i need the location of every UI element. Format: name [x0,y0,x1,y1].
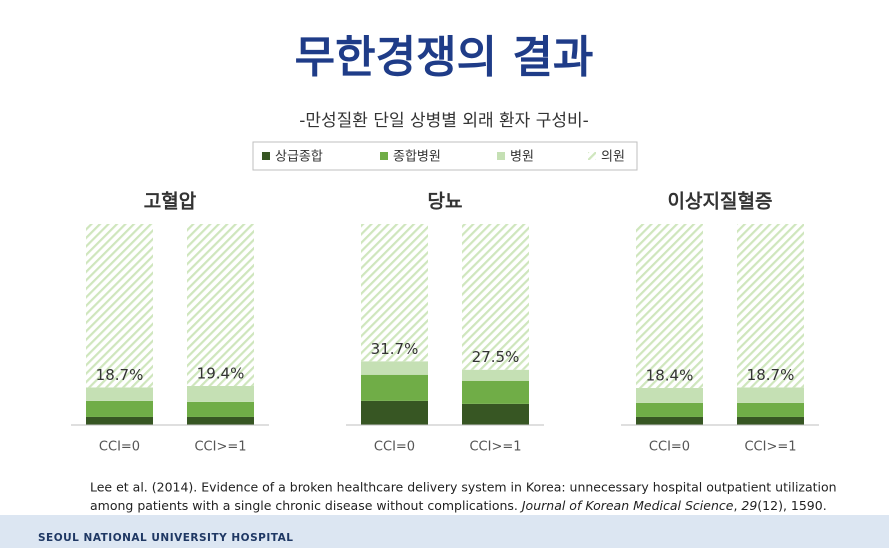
data-label: 19.4% [197,365,245,383]
bar-segment [636,224,703,389]
x-tick-label: CCI=0 [374,440,415,455]
citation-part: 29 [741,498,757,513]
bar-segment [187,416,254,425]
data-label: 31.7% [371,340,419,358]
citation-part: (12), 1590. [757,498,826,513]
bar-segment [737,224,804,388]
legend-label: 의원 [601,150,625,165]
slide-title: 무한경쟁의 결과 [295,32,594,83]
bar-segment [361,400,428,425]
chart-title: 당뇨 [428,191,463,213]
data-label: 18.4% [646,367,694,385]
footer-band [0,515,889,548]
citation-part: , [733,498,741,513]
legend-swatch [497,152,505,160]
bar-segment [737,416,804,425]
x-tick-label: CCI>=1 [194,440,246,455]
data-label: 18.7% [747,366,795,384]
subtitle: -만성질환 단일 상병별 외래 환자 구성비- [299,111,589,131]
bar-segment [86,387,153,401]
chart-title: 이상지질혈증 [668,190,773,213]
citation-part: among patients with a single chronic dis… [90,498,522,513]
legend-swatch [380,152,388,160]
bar-segment [187,386,254,402]
bar-segment [737,402,804,417]
legend-box [252,141,638,171]
bar-segment [187,224,254,387]
bar-segment [86,416,153,425]
bar-segment [636,388,703,403]
footer-text: SEOUL NATIONAL UNIVERSITY HOSPITAL [38,532,293,544]
bar-segment [636,402,703,417]
legend-label: 병원 [510,150,534,165]
chart-title: 고혈압 [144,190,197,213]
bar-segment [86,400,153,417]
bar-segment [737,387,804,403]
bar-segment [361,374,428,401]
x-tick-label: CCI>=1 [744,440,796,455]
legend-swatch [588,152,596,160]
x-tick-label: CCI=0 [649,440,690,455]
x-tick-label: CCI=0 [99,440,140,455]
citation-part: Journal of Korean Medical Science [519,498,734,513]
data-label: 18.7% [96,366,144,384]
bar-segment [187,401,254,417]
bar-segment [462,369,529,381]
bar-segment [361,224,428,362]
bar-segment [462,403,529,425]
citation-line: Lee et al. (2014). Evidence of a broken … [90,480,837,495]
bar-segment [86,224,153,388]
data-label: 27.5% [472,348,520,366]
legend-label: 상급종합 [275,150,323,165]
bar-segment [636,416,703,425]
bar-segment [462,224,529,370]
bar-segment [361,361,428,375]
bar-segment [462,380,529,404]
x-tick-label: CCI>=1 [469,440,521,455]
legend-swatch [262,152,270,160]
legend-label: 종합병원 [393,150,441,165]
citation-line: among patients with a single chronic dis… [90,498,827,513]
